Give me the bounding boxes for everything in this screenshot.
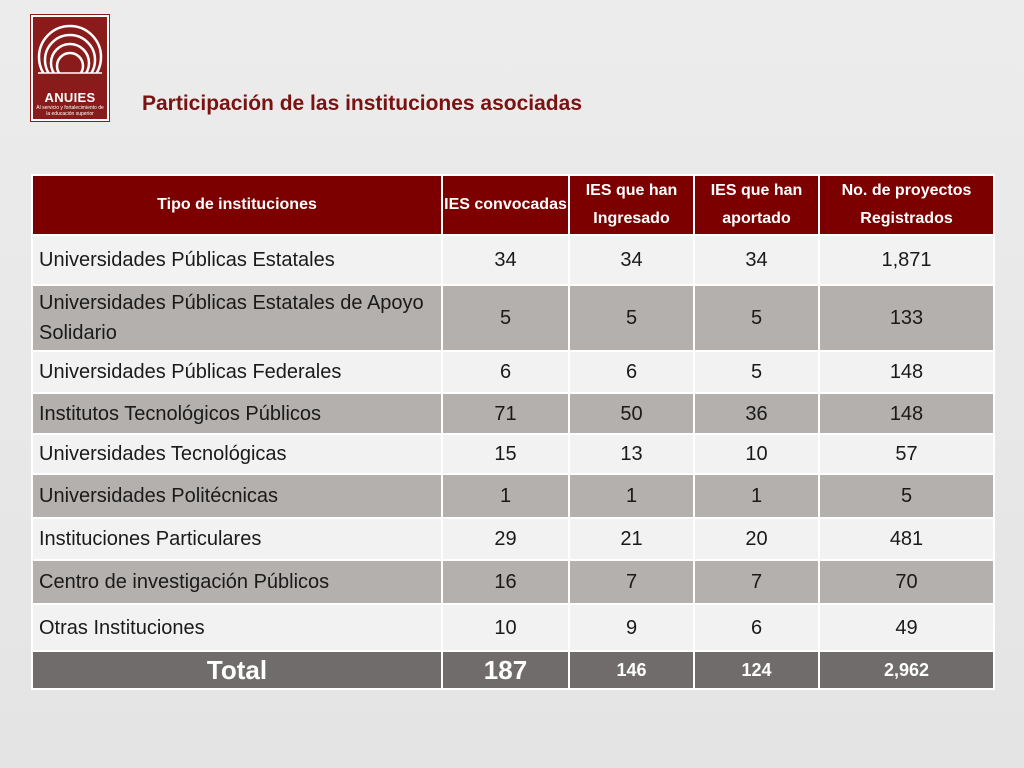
institutions-table: Tipo de instituciones IES convocadas IES…: [31, 174, 995, 690]
cell-convocadas: 1: [441, 473, 570, 519]
cell-proyectos: 1,871: [818, 234, 995, 286]
cell-aportado: 5: [693, 284, 820, 352]
cell-convocadas: 16: [441, 559, 570, 605]
row-label: Universidades Públicas Estatales de Apoy…: [31, 284, 443, 352]
page-title: Participación de las instituciones asoci…: [142, 92, 582, 115]
table-row: Universidades Públicas Estatales 34 34 3…: [31, 234, 995, 286]
logo-tagline: Al servicio y fortalecimiento de la educ…: [36, 105, 104, 117]
cell-ingresado: 9: [568, 603, 695, 652]
table-row: Otras Instituciones 10 9 6 49: [31, 603, 995, 652]
cell-aportado: 6: [693, 603, 820, 652]
cell-ingresado: 21: [568, 517, 695, 561]
cell-convocadas: 71: [441, 392, 570, 435]
row-label: Centro de investigación Públicos: [31, 559, 443, 605]
total-row: Total 187 146 124 2,962: [31, 650, 995, 690]
cell-ingresado: 1: [568, 473, 695, 519]
cell-aportado: 36: [693, 392, 820, 435]
table-header-row: Tipo de instituciones IES convocadas IES…: [31, 174, 995, 236]
cell-ingresado: 50: [568, 392, 695, 435]
row-label: Universidades Públicas Estatales: [31, 234, 443, 286]
table-row: Instituciones Particulares 29 21 20 481: [31, 517, 995, 561]
cell-proyectos: 70: [818, 559, 995, 605]
table-row: Universidades Públicas Estatales de Apoy…: [31, 284, 995, 352]
cell-proyectos: 5: [818, 473, 995, 519]
row-label: Institutos Tecnológicos Públicos: [31, 392, 443, 435]
cell-aportado: 34: [693, 234, 820, 286]
anuies-logo: ANUIES Al servicio y fortalecimiento de …: [30, 14, 110, 122]
total-label: Total: [31, 650, 443, 690]
table-row: Universidades Politécnicas 1 1 1 5: [31, 473, 995, 519]
cell-aportado: 5: [693, 350, 820, 394]
cell-convocadas: 10: [441, 603, 570, 652]
cell-ingresado: 34: [568, 234, 695, 286]
cell-aportado: 1: [693, 473, 820, 519]
cell-ingresado: 5: [568, 284, 695, 352]
cell-convocadas: 5: [441, 284, 570, 352]
cell-proyectos: 148: [818, 392, 995, 435]
concentric-circles-icon: [33, 24, 107, 119]
cell-proyectos: 133: [818, 284, 995, 352]
row-label: Universidades Públicas Federales: [31, 350, 443, 394]
header-tipo: Tipo de instituciones: [31, 174, 443, 236]
cell-convocadas: 15: [441, 433, 570, 475]
cell-proyectos: 57: [818, 433, 995, 475]
cell-convocadas: 29: [441, 517, 570, 561]
cell-proyectos: 148: [818, 350, 995, 394]
cell-convocadas: 6: [441, 350, 570, 394]
table-row: Universidades Públicas Federales 6 6 5 1…: [31, 350, 995, 394]
table-row: Centro de investigación Públicos 16 7 7 …: [31, 559, 995, 605]
cell-aportado: 20: [693, 517, 820, 561]
header-ies-ingresado: IES que han Ingresado: [568, 174, 695, 236]
row-label: Universidades Politécnicas: [31, 473, 443, 519]
cell-aportado: 10: [693, 433, 820, 475]
cell-aportado: 7: [693, 559, 820, 605]
cell-proyectos: 481: [818, 517, 995, 561]
cell-ingresado: 6: [568, 350, 695, 394]
header-proyectos: No. de proyectos Registrados: [818, 174, 995, 236]
row-label: Otras Instituciones: [31, 603, 443, 652]
total-aportado: 124: [693, 650, 820, 690]
table-row: Universidades Tecnológicas 15 13 10 57: [31, 433, 995, 475]
header-ies-aportado: IES que han aportado: [693, 174, 820, 236]
logo-name: ANUIES: [44, 90, 96, 105]
cell-ingresado: 7: [568, 559, 695, 605]
cell-proyectos: 49: [818, 603, 995, 652]
total-proyectos: 2,962: [818, 650, 995, 690]
cell-ingresado: 13: [568, 433, 695, 475]
table-row: Institutos Tecnológicos Públicos 71 50 3…: [31, 392, 995, 435]
total-convocadas: 187: [441, 650, 570, 690]
header-ies-convocadas: IES convocadas: [441, 174, 570, 236]
cell-convocadas: 34: [441, 234, 570, 286]
total-ingresado: 146: [568, 650, 695, 690]
row-label: Universidades Tecnológicas: [31, 433, 443, 475]
row-label: Instituciones Particulares: [31, 517, 443, 561]
